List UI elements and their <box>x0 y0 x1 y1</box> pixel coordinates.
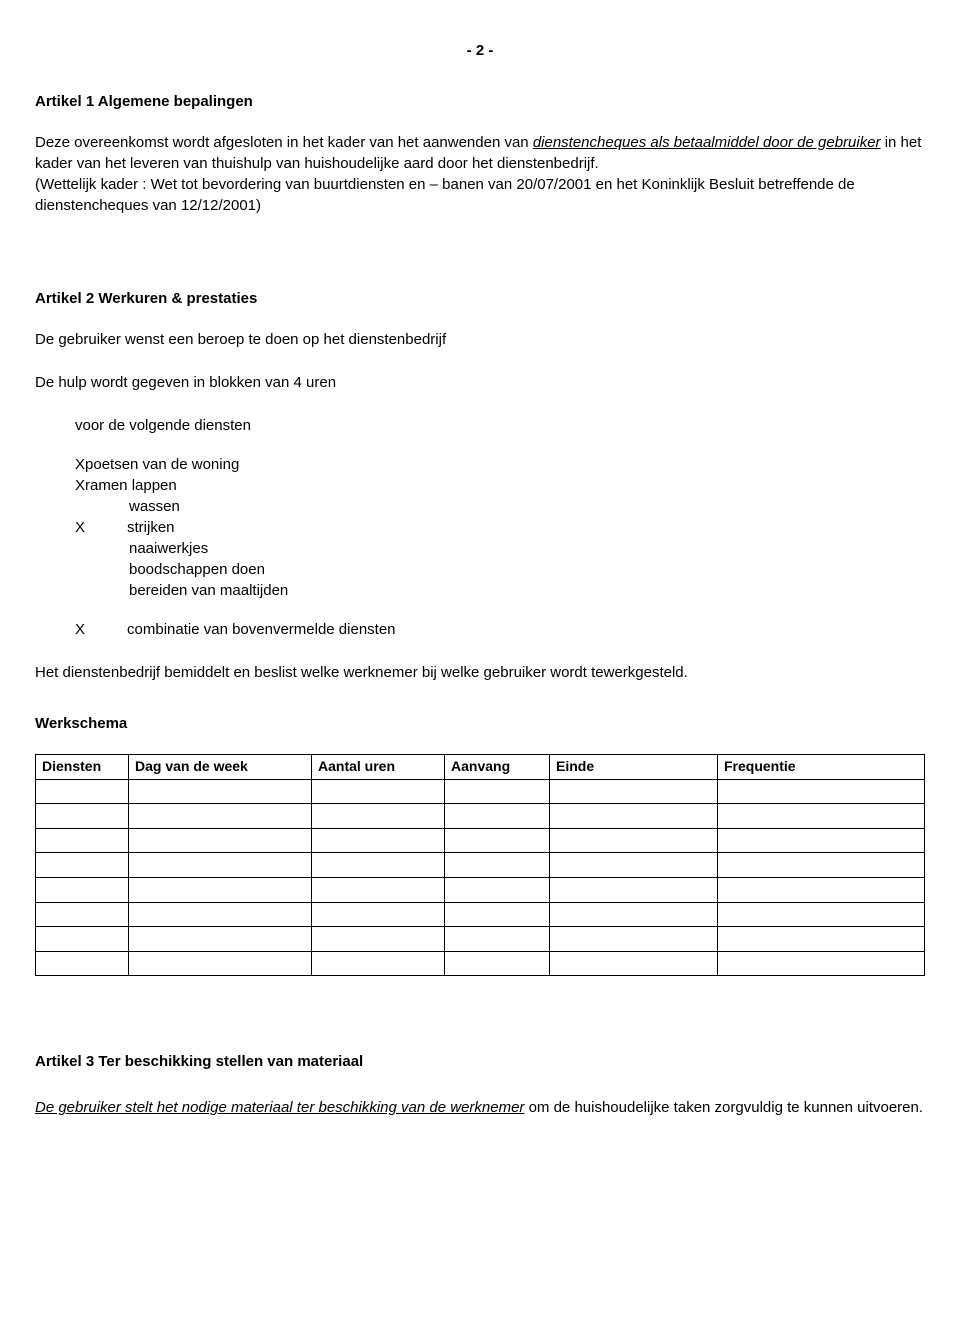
table-cell <box>445 877 550 902</box>
page-number: - 2 - <box>35 40 925 61</box>
article2-employer: Het dienstenbedrijf bemiddelt en beslist… <box>35 662 925 683</box>
article1-para-underline: dienstencheques als betaalmiddel door de… <box>533 134 881 151</box>
article3-line2: om de huishoudelijke taken zorgvuldig te… <box>524 1099 923 1116</box>
table-cell <box>129 853 312 878</box>
table-cell <box>445 828 550 853</box>
table-cell <box>718 951 925 976</box>
service-item-strijken: Xstrijken <box>75 517 925 538</box>
werkschema-table: Diensten Dag van de week Aantal uren Aan… <box>35 754 925 976</box>
table-cell <box>445 804 550 829</box>
table-cell <box>550 828 718 853</box>
service-item-combination: Xcombinatie van bovenvermelde diensten <box>75 619 925 640</box>
service-item-wassen: wassen <box>75 496 925 517</box>
table-cell <box>36 902 129 927</box>
table-cell <box>445 951 550 976</box>
article1-heading: Artikel 1 Algemene bepalingen <box>35 91 925 112</box>
table-row <box>36 877 925 902</box>
table-row <box>36 828 925 853</box>
table-cell <box>36 853 129 878</box>
table-cell <box>36 927 129 952</box>
article3-heading: Artikel 3 Ter beschikking stellen van ma… <box>35 1051 925 1072</box>
table-row <box>36 902 925 927</box>
table-header-row: Diensten Dag van de week Aantal uren Aan… <box>36 755 925 780</box>
article1-legal: (Wettelijk kader : Wet tot bevordering v… <box>35 176 855 214</box>
article2-p2: De hulp wordt gegeven in blokken van 4 u… <box>35 372 925 393</box>
table-cell <box>445 902 550 927</box>
table-cell <box>312 902 445 927</box>
table-cell <box>312 804 445 829</box>
col-diensten: Diensten <box>36 755 129 780</box>
service-label-combination: combinatie van bovenvermelde diensten <box>127 621 396 638</box>
article2-subheading: voor de volgende diensten <box>75 415 925 436</box>
service-item-maaltijden: bereiden van maaltijden <box>75 580 925 601</box>
article3-line1: De gebruiker stelt het nodige materiaal … <box>35 1099 524 1116</box>
service-item-poetsen: Xpoetsen van de woning <box>75 454 925 475</box>
service-label-wassen: wassen <box>129 498 180 515</box>
table-row <box>36 804 925 829</box>
table-cell <box>445 927 550 952</box>
table-cell <box>550 804 718 829</box>
table-cell <box>312 779 445 804</box>
service-item-naaiwerkjes: naaiwerkjes <box>75 538 925 559</box>
article2-p1: De gebruiker wenst een beroep te doen op… <box>35 329 925 350</box>
table-cell <box>36 779 129 804</box>
article1-para-pre: Deze overeenkomst wordt afgesloten in he… <box>35 134 533 151</box>
table-row <box>36 853 925 878</box>
table-cell <box>718 779 925 804</box>
service-item-ramen: Xramen lappen <box>75 475 925 496</box>
table-cell <box>312 853 445 878</box>
service-label-strijken: strijken <box>127 519 175 536</box>
service-list: Xpoetsen van de woning Xramen lappen was… <box>75 454 925 601</box>
col-freq: Frequentie <box>718 755 925 780</box>
table-row <box>36 779 925 804</box>
table-cell <box>312 951 445 976</box>
werkschema-heading: Werkschema <box>35 713 925 734</box>
service-x-combination: X <box>75 621 85 638</box>
table-cell <box>718 902 925 927</box>
table-cell <box>445 853 550 878</box>
table-cell <box>36 828 129 853</box>
table-cell <box>445 779 550 804</box>
table-row <box>36 927 925 952</box>
service-item-boodschappen: boodschappen doen <box>75 559 925 580</box>
table-cell <box>129 877 312 902</box>
table-cell <box>129 804 312 829</box>
table-cell <box>550 779 718 804</box>
table-cell <box>129 927 312 952</box>
service-x-strijken: X <box>75 519 85 536</box>
service-label-boodschappen: boodschappen doen <box>129 561 265 578</box>
table-cell <box>129 902 312 927</box>
col-uren: Aantal uren <box>312 755 445 780</box>
table-cell <box>129 951 312 976</box>
table-cell <box>550 927 718 952</box>
table-cell <box>718 828 925 853</box>
table-cell <box>312 877 445 902</box>
table-cell <box>718 927 925 952</box>
table-cell <box>718 804 925 829</box>
table-cell <box>718 877 925 902</box>
col-einde: Einde <box>550 755 718 780</box>
table-cell <box>550 853 718 878</box>
table-cell <box>36 951 129 976</box>
service-label-naaiwerkjes: naaiwerkjes <box>129 540 208 557</box>
table-cell <box>36 804 129 829</box>
table-row <box>36 951 925 976</box>
article2-heading: Artikel 2 Werkuren & prestaties <box>35 288 925 309</box>
table-cell <box>312 927 445 952</box>
service-label-maaltijden: bereiden van maaltijden <box>129 582 288 599</box>
table-cell <box>312 828 445 853</box>
article1-paragraph: Deze overeenkomst wordt afgesloten in he… <box>35 132 925 216</box>
col-dag: Dag van de week <box>129 755 312 780</box>
table-cell <box>129 779 312 804</box>
col-aanvang: Aanvang <box>445 755 550 780</box>
article3-paragraph: De gebruiker stelt het nodige materiaal … <box>35 1097 925 1118</box>
table-cell <box>550 877 718 902</box>
table-cell <box>550 902 718 927</box>
table-cell <box>129 828 312 853</box>
table-cell <box>718 853 925 878</box>
table-cell <box>550 951 718 976</box>
table-cell <box>36 877 129 902</box>
